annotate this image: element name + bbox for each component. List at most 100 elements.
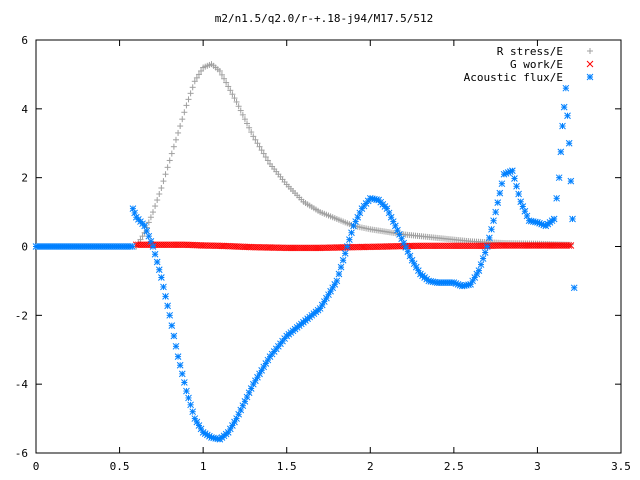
data-point (475, 267, 483, 274)
data-point (178, 370, 186, 378)
data-point (179, 116, 186, 123)
data-point (145, 232, 153, 240)
x-tick-label: 2 (367, 460, 374, 473)
data-point (218, 71, 225, 78)
legend-marker (586, 60, 594, 68)
data-point (333, 277, 341, 285)
data-point (496, 189, 504, 197)
data-point (241, 116, 248, 123)
data-point (513, 182, 520, 190)
data-point (175, 129, 182, 136)
series-2 (32, 84, 578, 443)
data-point (141, 222, 148, 230)
data-point (162, 171, 169, 178)
data-point (258, 147, 265, 154)
data-point (569, 215, 576, 223)
plot-area: 0 0.5 1 1.5 2 2.5 3 3.5 -6 -4 -2 0 2 4 6 (15, 34, 631, 473)
data-point (162, 293, 169, 300)
data-point (181, 109, 188, 116)
data-point (479, 255, 487, 262)
data-point (145, 219, 152, 226)
data-point (492, 208, 499, 216)
legend-label: G work/E (510, 58, 563, 71)
data-point (511, 175, 518, 182)
data-point (550, 215, 558, 223)
data-point (185, 96, 192, 103)
data-point (233, 98, 240, 105)
y-tick-label: 2 (21, 172, 28, 185)
data-point (189, 408, 197, 416)
y-tick-label: -4 (15, 378, 29, 391)
data-point (137, 236, 144, 243)
data-point (172, 136, 179, 143)
data-point (477, 261, 485, 268)
data-point (143, 227, 151, 235)
data-point (562, 84, 570, 92)
data-point (341, 250, 349, 257)
data-point (560, 103, 568, 111)
data-point (189, 84, 196, 91)
legend-label: R stress/E (497, 45, 563, 58)
data-point (152, 203, 159, 210)
data-point (481, 249, 489, 256)
x-tick-label: 2.5 (444, 460, 464, 473)
data-point (187, 90, 194, 97)
data-point (170, 143, 177, 150)
data-point (559, 122, 566, 130)
y-tick-label: 6 (21, 34, 28, 47)
data-point (346, 236, 353, 243)
data-point (414, 267, 422, 274)
legend-marker (587, 48, 593, 54)
x-tick-label: 0.5 (110, 460, 130, 473)
data-point (509, 167, 516, 175)
x-tick-label: 3.5 (611, 460, 631, 473)
data-point (231, 418, 238, 426)
data-point (348, 229, 355, 237)
chart-title: m2/n1.5/q2.0/r-+.18-j94/M17.5/512 (215, 12, 434, 25)
data-point (198, 67, 205, 74)
data-point (488, 225, 495, 233)
data-point (139, 233, 146, 240)
data-point (483, 243, 491, 250)
data-point (227, 87, 234, 94)
data-point (262, 154, 269, 161)
data-point (498, 180, 506, 188)
data-point (557, 148, 565, 156)
data-point (394, 226, 401, 234)
data-point (254, 140, 261, 147)
data-point (180, 379, 188, 386)
data-point (260, 150, 267, 157)
data-point (150, 209, 156, 216)
data-point (244, 120, 251, 127)
data-point (225, 83, 232, 90)
legend-marker (586, 73, 594, 81)
data-point (191, 78, 198, 85)
x-tick-label: 1 (200, 460, 207, 473)
series-1 (132, 241, 575, 252)
y-tick-label: 0 (21, 241, 28, 254)
data-point (151, 250, 159, 258)
data-point (553, 194, 561, 202)
data-point (156, 191, 163, 198)
data-point (183, 102, 190, 109)
data-point (158, 274, 165, 281)
y-tick-label: -6 (15, 447, 28, 460)
data-point (172, 342, 180, 350)
data-point (567, 242, 575, 249)
data-point (343, 243, 351, 250)
data-point (193, 74, 200, 81)
data-point (486, 234, 493, 242)
data-point (160, 178, 167, 185)
data-point (153, 258, 161, 266)
data-point (154, 197, 161, 204)
data-point (183, 387, 190, 395)
data-point (246, 124, 253, 131)
data-point (155, 266, 163, 274)
data-point (147, 237, 155, 245)
data-point (231, 95, 238, 102)
data-point (187, 401, 194, 409)
data-point (335, 270, 343, 278)
data-point (564, 112, 571, 120)
